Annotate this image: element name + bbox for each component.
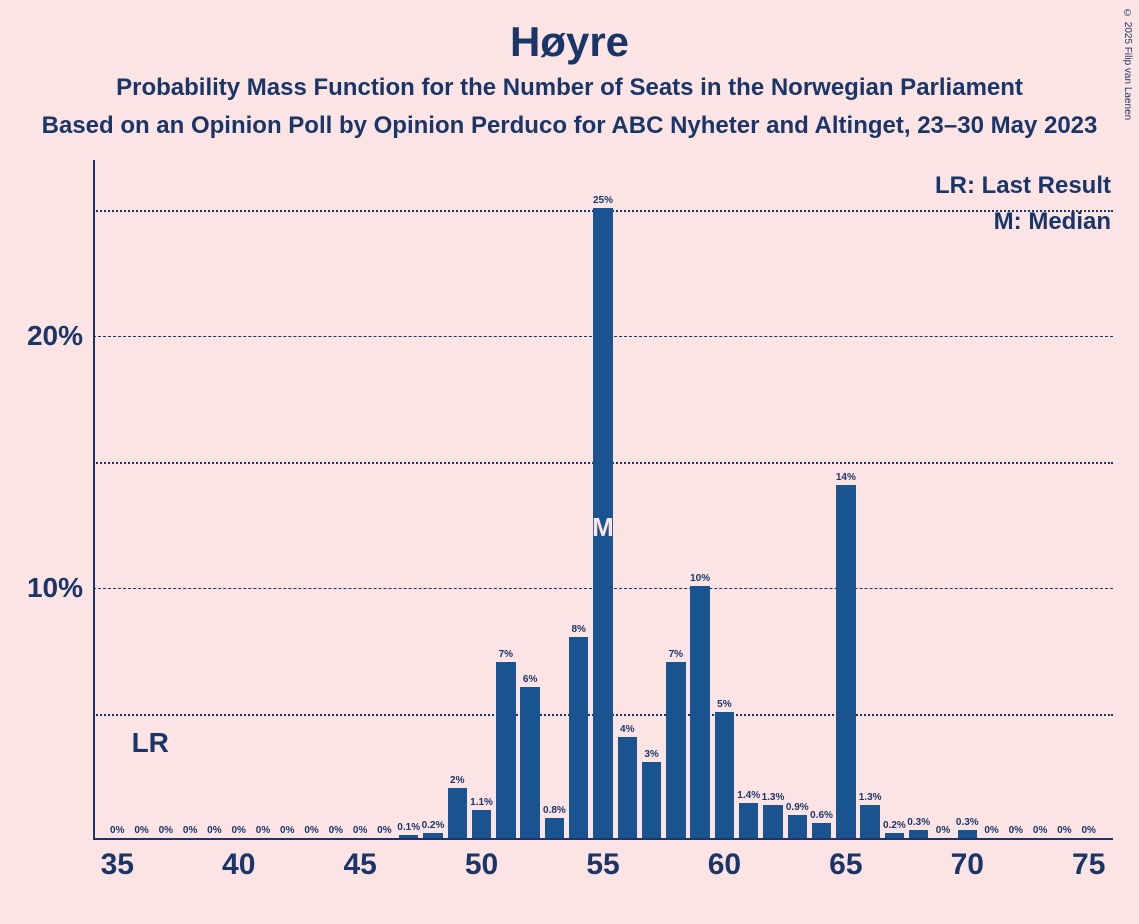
bar: 7% xyxy=(496,662,515,838)
bar: 5% xyxy=(715,712,734,838)
bar-label: 7% xyxy=(499,649,513,660)
x-tick-label: 50 xyxy=(465,848,498,882)
bar: 1.3% xyxy=(763,805,782,838)
x-tick-label: 55 xyxy=(586,848,619,882)
bar-label: 5% xyxy=(717,699,731,710)
bar-label: 0% xyxy=(936,825,950,836)
bar-label: 0% xyxy=(329,825,343,836)
x-tick-label: 65 xyxy=(829,848,862,882)
bar: 0.2% xyxy=(885,833,904,838)
bar-label: 0.9% xyxy=(786,802,809,813)
bar: 7% xyxy=(666,662,685,838)
bar-label: 1.3% xyxy=(762,792,785,803)
chart-subtitle: Probability Mass Function for the Number… xyxy=(0,74,1139,102)
bar-label: 0.3% xyxy=(956,817,979,828)
bar-label: 0% xyxy=(1033,825,1047,836)
bar-label: 25% xyxy=(593,195,613,206)
bar: 0.2% xyxy=(423,833,442,838)
x-tick-label: 70 xyxy=(951,848,984,882)
x-tick-label: 60 xyxy=(708,848,741,882)
bar-label: 1.1% xyxy=(470,797,493,808)
x-tick-label: 35 xyxy=(101,848,134,882)
x-tick-label: 45 xyxy=(343,848,376,882)
y-tick-label: 10% xyxy=(27,572,83,604)
median-marker: M xyxy=(592,512,614,543)
bar-label: 0% xyxy=(110,825,124,836)
bar: 3% xyxy=(642,762,661,838)
x-tick-label: 75 xyxy=(1072,848,1105,882)
bar: 0.3% xyxy=(909,830,928,838)
chart-title: Høyre xyxy=(0,0,1139,66)
y-tick-label: 20% xyxy=(27,320,83,352)
bar: 2% xyxy=(448,788,467,838)
bar-label: 3% xyxy=(644,749,658,760)
bar-label: 1.3% xyxy=(859,792,882,803)
bar-label: 0.2% xyxy=(422,820,445,831)
bar: 1.1% xyxy=(472,810,491,838)
bar-label: 1.4% xyxy=(737,790,760,801)
bar: 0.1% xyxy=(399,835,418,838)
bar-label: 0.1% xyxy=(397,822,420,833)
x-tick-label: 40 xyxy=(222,848,255,882)
bar-label: 0% xyxy=(256,825,270,836)
bar-label: 0% xyxy=(304,825,318,836)
bar-label: 0% xyxy=(207,825,221,836)
bar-label: 14% xyxy=(836,472,856,483)
bar-label: 4% xyxy=(620,724,634,735)
x-axis xyxy=(93,838,1113,840)
bar: 1.4% xyxy=(739,803,758,838)
bar-label: 0% xyxy=(1009,825,1023,836)
bar-label: 0% xyxy=(183,825,197,836)
bar-label: 7% xyxy=(669,649,683,660)
bar-label: 0% xyxy=(377,825,391,836)
bar: 0.9% xyxy=(788,815,807,838)
bar-label: 0% xyxy=(231,825,245,836)
copyright-text: © 2025 Filip van Laenen xyxy=(1122,8,1133,120)
bar: 8% xyxy=(569,637,588,838)
bar-label: 0.2% xyxy=(883,820,906,831)
bar-label: 0% xyxy=(159,825,173,836)
bar-label: 0% xyxy=(984,825,998,836)
bar: 1.3% xyxy=(860,805,879,838)
bar-label: 0.3% xyxy=(907,817,930,828)
bar-label: 2% xyxy=(450,775,464,786)
chart-subtitle2: Based on an Opinion Poll by Opinion Perd… xyxy=(0,112,1139,140)
bar-label: 0.8% xyxy=(543,805,566,816)
bar: 14% xyxy=(836,485,855,838)
bar-label: 0% xyxy=(134,825,148,836)
bar: 10% xyxy=(690,586,709,838)
bar: 0.6% xyxy=(812,823,831,838)
bar: 6% xyxy=(520,687,539,838)
bar-label: 6% xyxy=(523,674,537,685)
bar-label: 0% xyxy=(1057,825,1071,836)
bar-label: 8% xyxy=(571,624,585,635)
bar: 4% xyxy=(618,737,637,838)
chart-area: 10%20%3540455055606570750%0%0%0%0%0%0%0%… xyxy=(93,160,1113,840)
bar-label: 0% xyxy=(1081,825,1095,836)
bar: 0.3% xyxy=(958,830,977,838)
lr-marker: LR xyxy=(132,727,169,759)
bar-label: 0% xyxy=(280,825,294,836)
bar-label: 0.6% xyxy=(810,810,833,821)
bar-label: 10% xyxy=(690,573,710,584)
bar-label: 0% xyxy=(353,825,367,836)
bar: 0.8% xyxy=(545,818,564,838)
y-axis xyxy=(93,160,95,840)
